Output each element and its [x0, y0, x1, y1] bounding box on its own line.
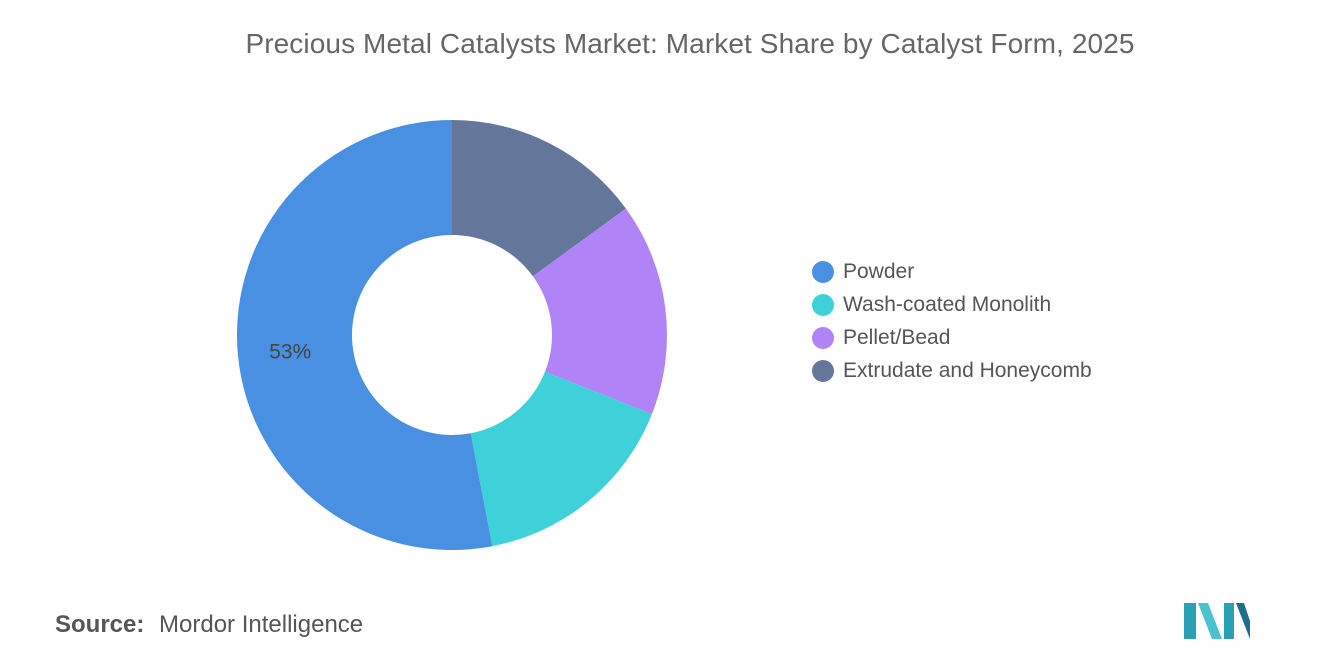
legend-swatch [812, 359, 834, 382]
donut-slice-pellet-bead [532, 208, 667, 415]
donut-slices [236, 120, 667, 550]
legend-label: Powder [843, 259, 915, 283]
source-text: Mordor Intelligence [159, 611, 364, 638]
legend-item: Powder [812, 255, 1092, 288]
legend-swatch [812, 326, 834, 349]
donut-slice-wash-coated-monolith [470, 371, 652, 547]
logo-shape-left [1184, 603, 1196, 639]
donut-slice-powder [236, 120, 493, 550]
legend-label: Pellet/Bead [843, 325, 951, 349]
source-label: Source: [55, 611, 145, 638]
legend-item: Wash-coated Monolith [812, 288, 1092, 321]
legend-item: Extrudate and Honeycomb [812, 354, 1092, 387]
chart-title: Precious Metal Catalysts Market: Market … [245, 28, 1135, 59]
logo-shape-middle [1224, 603, 1234, 639]
legend-swatch [812, 260, 834, 283]
data-label-powder: 53% [269, 340, 311, 363]
mordor-intelligence-logo-icon [1184, 603, 1250, 639]
logo-shape-diagonal-2 [1236, 603, 1250, 639]
legend-label: Extrudate and Honeycomb [843, 358, 1092, 382]
legend-swatch [812, 293, 834, 316]
legend: Powder Wash-coated Monolith Pellet/Bead Ext… [812, 255, 1092, 387]
source-note: Source: Mordor Intelligence [55, 611, 363, 639]
legend-label: Wash-coated Monolith [843, 292, 1052, 316]
legend-item: Pellet/Bead [812, 321, 1092, 354]
logo-shape-diagonal-1 [1198, 603, 1222, 639]
donut-data-labels: 53% [269, 340, 311, 363]
donut-slice-extrudate-and-honeycomb [452, 120, 626, 277]
